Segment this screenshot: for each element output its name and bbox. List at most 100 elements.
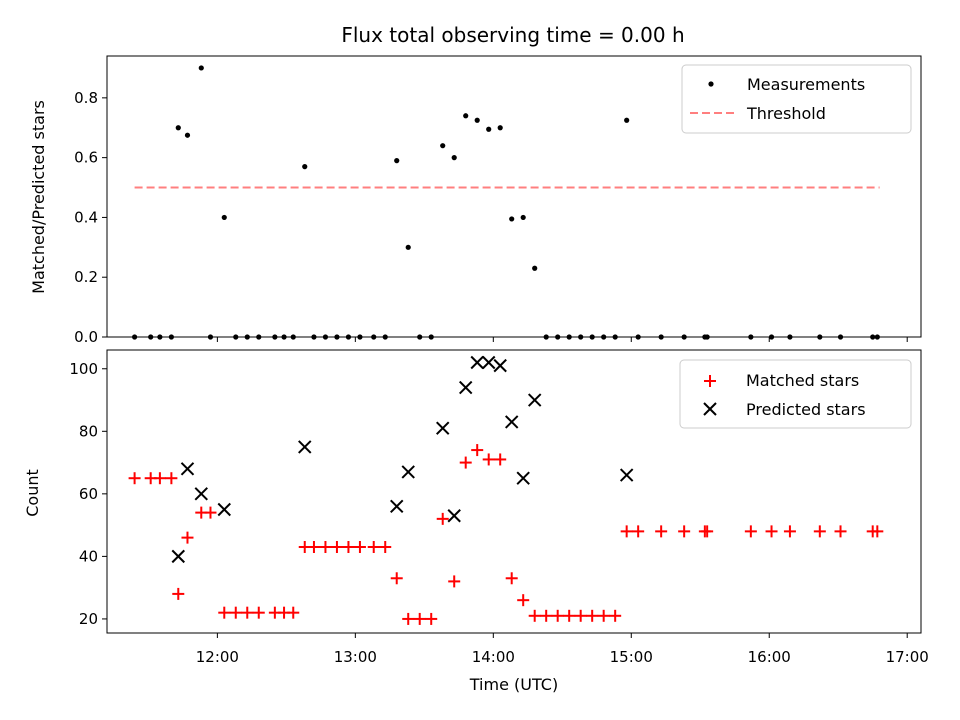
measurement-point [357, 334, 363, 340]
measurement-point [394, 158, 400, 164]
predicted-star-point [171, 549, 185, 564]
predicted-star-point [619, 468, 634, 482]
bottom-xlabel: Time (UTC) [469, 675, 558, 694]
measurement-point [184, 132, 191, 138]
measurement-point [543, 334, 549, 340]
measurement-point [704, 334, 710, 340]
top-ytick-label: 0.8 [74, 89, 98, 107]
measurement-point [474, 117, 480, 123]
matched-star-point [609, 609, 622, 622]
measurement-point [322, 334, 329, 340]
predicted-star-point [459, 380, 473, 395]
measurement-point [870, 334, 876, 340]
matched-star-point [319, 541, 332, 554]
matched-star-point [701, 525, 714, 538]
measurement-point [281, 334, 287, 340]
matched-star-point [413, 612, 426, 625]
predicted-star-point [401, 465, 415, 479]
measurement-point [509, 216, 515, 222]
predicted-star-point [180, 462, 195, 476]
predicted-star-point [516, 471, 530, 485]
matched-star-point [181, 531, 194, 544]
predicted-star-point [504, 415, 519, 429]
measurement-point [520, 214, 526, 221]
measurement-point [601, 334, 607, 340]
measurement-point [658, 334, 664, 340]
measurement-point [311, 334, 317, 340]
bottom-xtick-label: 16:00 [748, 648, 791, 666]
matched-star-point [342, 541, 355, 554]
matched-star-point [551, 609, 564, 622]
measurement-point [451, 155, 457, 161]
top-ytick-label: 0.2 [74, 268, 98, 286]
matched-star-point [153, 472, 166, 485]
top-ytick-label: 0.4 [74, 208, 98, 226]
matched-star-point [402, 612, 415, 625]
measurement-point [131, 334, 138, 340]
measurement-point [428, 334, 434, 340]
matched-star-point [765, 525, 778, 538]
matched-star-point [425, 612, 438, 625]
measurement-point [417, 334, 423, 340]
measurement-point [589, 334, 595, 340]
matched-star-point [505, 572, 518, 585]
measurement-point [837, 334, 844, 340]
matched-star-point [494, 453, 507, 466]
measurement-point [148, 334, 154, 340]
matched-star-point [574, 609, 587, 622]
bottom-ytick-label: 80 [79, 422, 98, 440]
top-legend: Measurements Threshold [681, 64, 912, 134]
measurement-point [175, 125, 181, 131]
bottom-ytick-label: 60 [79, 485, 98, 503]
top-axes-frame [106, 55, 922, 338]
measurement-point [817, 334, 823, 340]
matched-star-point [834, 525, 847, 538]
measurement-point [302, 164, 308, 170]
measurement-point [207, 334, 214, 340]
matched-star-point [744, 525, 757, 538]
measurement-point [221, 214, 227, 221]
bottom-axes-frame [106, 349, 922, 634]
matched-star-point [379, 541, 392, 554]
measurement-point [874, 334, 880, 340]
matched-star-point [528, 609, 541, 622]
matched-star-point [586, 609, 599, 622]
measurement-point [532, 265, 538, 271]
predicted-star-point [194, 487, 208, 501]
predicted-star-point [470, 355, 484, 370]
matched-star-point [620, 525, 633, 538]
matched-star-point [390, 572, 403, 585]
matched-star-point [448, 575, 461, 588]
bottom-xtick-label: 15:00 [610, 648, 653, 666]
matched-star-point [252, 606, 265, 619]
threshold-legend-label: Threshold [746, 104, 826, 123]
measurement-point [290, 334, 296, 340]
bottom-ytick-label: 100 [69, 360, 98, 378]
matched-star-point [241, 606, 254, 619]
top-plot-area [131, 65, 880, 340]
measurement-point [256, 334, 262, 340]
matched-star-point [330, 541, 343, 554]
bottom-legend-frame [679, 359, 912, 429]
bottom-ytick-label: 20 [79, 610, 98, 628]
measurement-point [334, 334, 340, 340]
matched-star-point [783, 525, 796, 538]
bottom-xtick-label: 13:00 [334, 648, 377, 666]
matched-star-point [436, 512, 449, 525]
matched-star-point [307, 541, 320, 554]
measurement-point [405, 244, 411, 250]
measurement-point [168, 334, 174, 340]
matched-star-point [353, 541, 366, 554]
bottom-x-ticks: 12:00 13:00 14:00 15:00 16:00 17:00 [196, 633, 929, 666]
predicted-star-point [217, 502, 231, 517]
matched-star-point [218, 606, 231, 619]
measurements-legend-marker [708, 81, 714, 87]
measurement-point [612, 334, 618, 340]
matched-star-point [563, 609, 576, 622]
measurement-point [440, 143, 446, 149]
matched-star-point [367, 541, 380, 554]
measurement-point [272, 334, 278, 340]
measurement-point [463, 113, 469, 119]
